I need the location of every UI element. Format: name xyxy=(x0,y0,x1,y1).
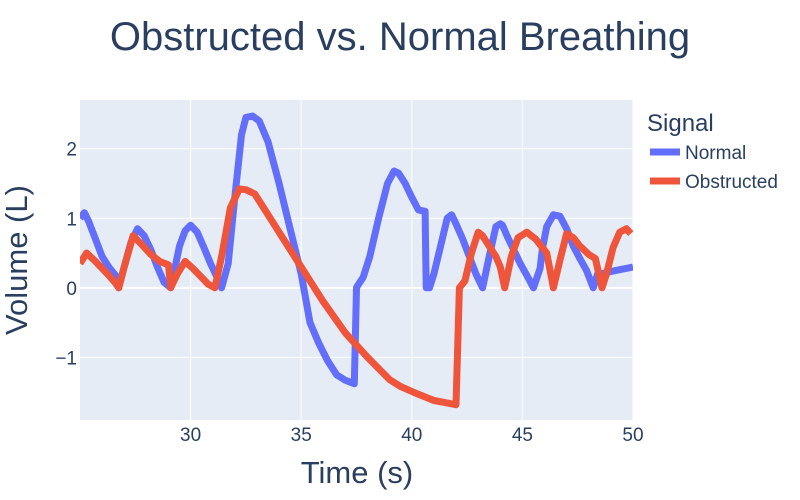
y-tick-label: 2 xyxy=(66,140,77,161)
x-tick-label: 30 xyxy=(180,425,201,446)
legend-label: Obstructed xyxy=(685,172,778,193)
series-lines xyxy=(80,112,633,409)
chart-title: Obstructed vs. Normal Breathing xyxy=(110,15,690,59)
y-tick-label: −1 xyxy=(55,348,77,369)
x-tick-label: 40 xyxy=(401,425,422,446)
y-tick-label: 0 xyxy=(66,279,77,300)
x-tick-label: 35 xyxy=(291,425,312,446)
x-tick-labels: 30 35 40 45 50 xyxy=(180,425,644,446)
x-tick-label: 50 xyxy=(622,425,643,446)
y-tick-label: 1 xyxy=(66,209,77,230)
x-axis-title: Time (s) xyxy=(301,455,414,490)
legend[interactable]: Signal Normal Obstructed xyxy=(647,110,778,193)
legend-items: Normal Obstructed xyxy=(650,143,778,193)
legend-item-obstructed[interactable]: Obstructed xyxy=(650,172,778,193)
y-axis-title: Volume (L) xyxy=(0,185,34,335)
legend-title: Signal xyxy=(647,110,714,137)
legend-item-normal[interactable]: Normal xyxy=(650,143,746,164)
legend-label: Normal xyxy=(685,143,746,164)
x-tick-label: 45 xyxy=(512,425,533,446)
y-tick-labels: −1 0 1 2 xyxy=(55,140,77,370)
series-line-obstructed xyxy=(80,185,633,409)
